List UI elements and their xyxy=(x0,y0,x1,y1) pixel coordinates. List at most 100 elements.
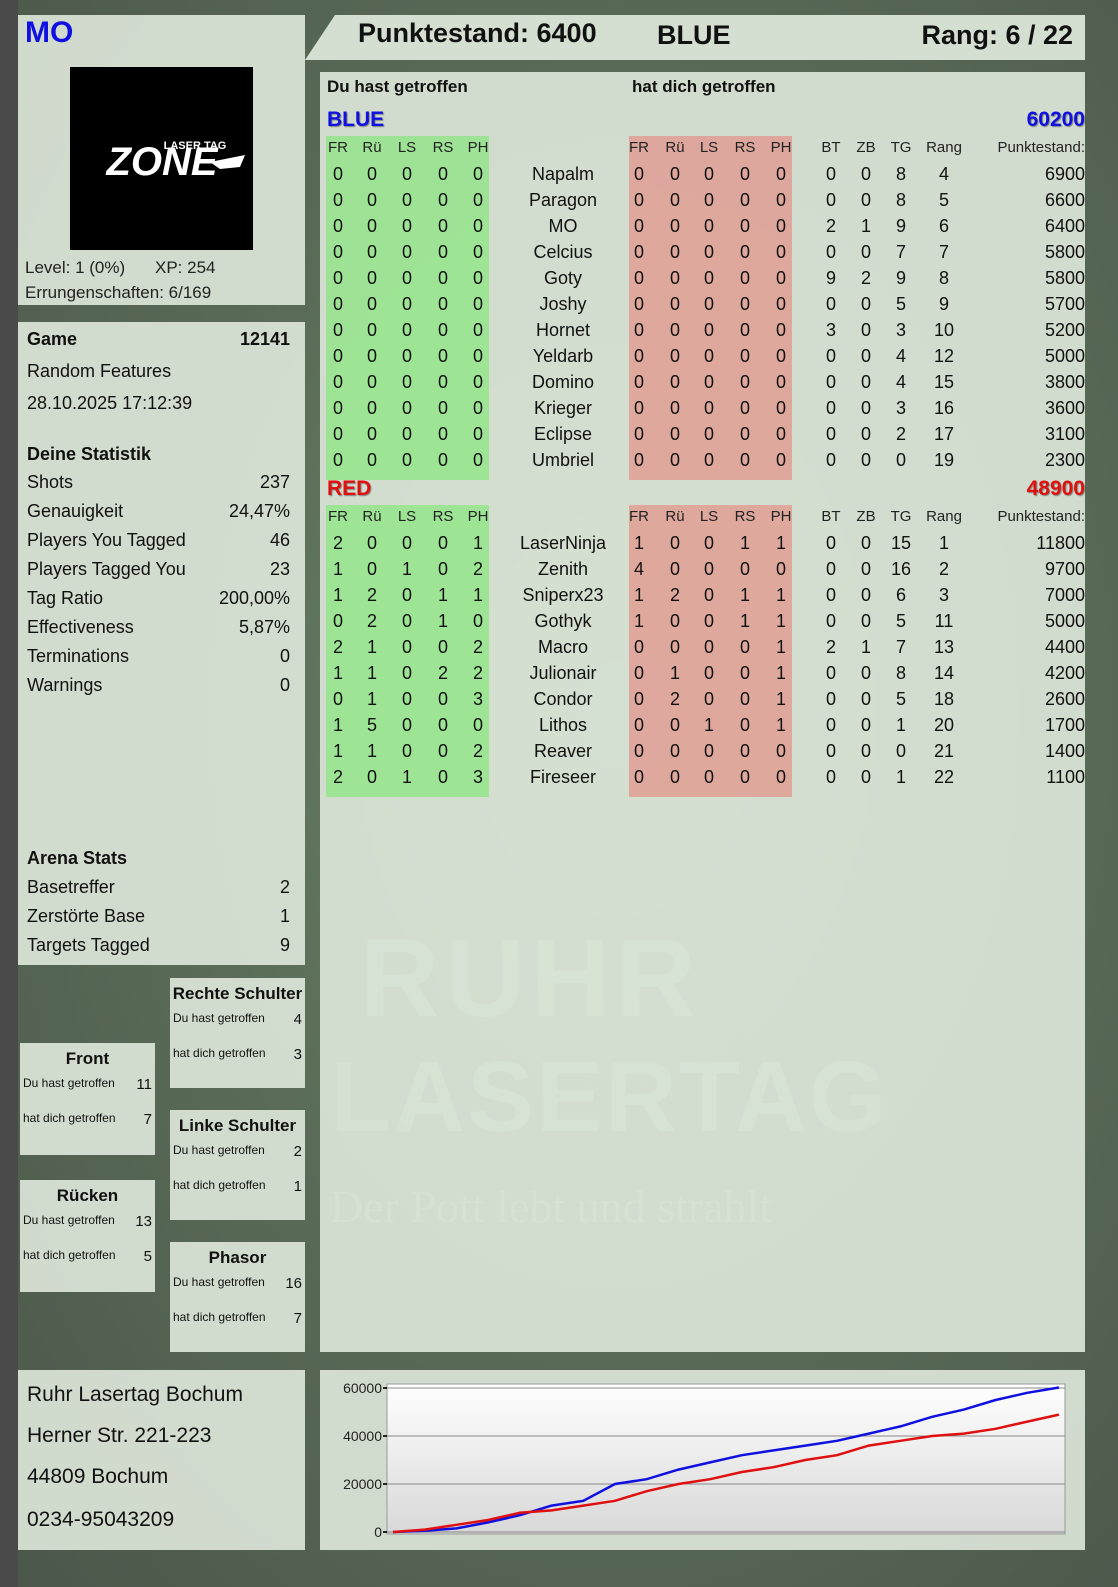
you-hit-cell: 0 xyxy=(366,346,378,366)
you-hit-cell: 0 xyxy=(332,346,344,366)
hit-you-cell: 1 xyxy=(739,533,751,553)
bt-cell: 0 xyxy=(825,242,837,262)
hit-you-cell: 0 xyxy=(775,346,787,366)
hit-you-cell: 0 xyxy=(739,190,751,210)
hit-you-cell: 0 xyxy=(703,767,715,787)
arena-value: 1 xyxy=(279,906,290,926)
header-rank: Rang: 6 / 22 xyxy=(921,20,1073,50)
hitzone-label: Du hast getroffen xyxy=(173,1275,265,1289)
hit-you-cell: 0 xyxy=(703,424,715,444)
zb-cell: 0 xyxy=(860,741,872,761)
stat-value: 24,47% xyxy=(228,501,290,521)
you-hit-cell: 0 xyxy=(401,585,413,605)
tg-cell: 7 xyxy=(895,242,907,262)
hit-you-cell: 0 xyxy=(633,663,645,683)
tg-cell: 5 xyxy=(895,294,907,314)
bt-cell: 0 xyxy=(825,585,837,605)
hit-you-cell: 0 xyxy=(633,294,645,314)
hit-you-cell: 0 xyxy=(633,216,645,236)
rank-cell: 1 xyxy=(938,533,950,553)
you-hit-cell: 0 xyxy=(472,164,484,184)
you-hit-cell: 0 xyxy=(332,689,344,709)
bt-cell: 0 xyxy=(825,533,837,553)
blue-team-score-line xyxy=(392,1386,1060,1534)
you-hit-cell: 0 xyxy=(332,450,344,470)
bt-cell: 0 xyxy=(825,346,837,366)
you-hit-cell: 0 xyxy=(437,424,449,444)
hit-you-cell: 0 xyxy=(633,372,645,392)
rank-cell: 7 xyxy=(938,242,950,262)
hit-you-cell: 0 xyxy=(703,346,715,366)
tg-cell: 0 xyxy=(895,741,907,761)
hit-you-cell: 0 xyxy=(703,689,715,709)
hitzone-label: Du hast getroffen xyxy=(23,1076,115,1090)
player-row: 0 0 0 0 0 Napalm 0 0 0 0 0 0 0 8 4 6900 xyxy=(0,164,1118,190)
you-hit-cell: 3 xyxy=(472,767,484,787)
tg-cell: 16 xyxy=(890,559,912,579)
you-hit-cell: 0 xyxy=(366,190,378,210)
stat-row: Players You Tagged 46 xyxy=(27,530,290,551)
you-hit-cell: 0 xyxy=(332,268,344,288)
hitzone-label: Du hast getroffen xyxy=(23,1213,115,1227)
player-name: Lithos xyxy=(538,715,588,735)
tg-cell: 8 xyxy=(895,164,907,184)
player-achievements: Errungenschaften: 6/169 xyxy=(25,283,212,302)
you-hit-cell: 0 xyxy=(472,216,484,236)
score-cell: 3600 xyxy=(1044,398,1085,418)
score-progress-chart: 0 20000 40000 60000 xyxy=(343,1380,1066,1540)
bt-cell: 0 xyxy=(825,190,837,210)
you-hit-cell: 0 xyxy=(366,398,378,418)
team-name: RED xyxy=(327,477,372,500)
hit-you-cell: 0 xyxy=(775,559,787,579)
team-name: BLUE xyxy=(327,108,385,131)
you-hit-cell: 0 xyxy=(401,689,413,709)
hit-you-cell: 1 xyxy=(775,663,787,683)
you-hit-cell: 1 xyxy=(366,741,378,761)
score-cell: 6400 xyxy=(1044,216,1085,236)
tg-cell: 5 xyxy=(895,611,907,631)
column-header: TG xyxy=(890,508,912,525)
hit-you-cell: 0 xyxy=(633,268,645,288)
zb-cell: 2 xyxy=(860,268,872,288)
svg-text:ZONE: ZONE xyxy=(105,140,218,184)
tg-cell: 8 xyxy=(895,663,907,683)
you-hit-cell: 0 xyxy=(401,320,413,340)
you-hit-cell: 0 xyxy=(401,637,413,657)
zb-cell: 0 xyxy=(860,715,872,735)
hit-you-cell: 0 xyxy=(703,450,715,470)
you-hit-cell: 0 xyxy=(401,663,413,683)
bt-cell: 0 xyxy=(825,424,837,444)
rank-cell: 14 xyxy=(933,663,955,683)
score-cell: 4200 xyxy=(1044,663,1085,683)
hit-you-cell: 0 xyxy=(739,450,751,470)
column-header: Rü xyxy=(665,139,685,156)
hitzone-you-hit: Du hast getroffen 11 xyxy=(23,1076,152,1093)
hit-you-cell: 0 xyxy=(739,559,751,579)
column-header: RS xyxy=(734,508,756,525)
hit-you-cell: 0 xyxy=(633,637,645,657)
arena-row: Zerstörte Base 1 xyxy=(27,906,290,927)
column-header: PH xyxy=(467,508,489,525)
bt-cell: 0 xyxy=(825,294,837,314)
you-hit-cell: 0 xyxy=(437,164,449,184)
zb-cell: 0 xyxy=(860,663,872,683)
hitzone-title: Phasor xyxy=(208,1248,267,1267)
you-hit-cell: 1 xyxy=(401,767,413,787)
rank-cell: 18 xyxy=(933,689,955,709)
hit-you-cell: 0 xyxy=(633,346,645,366)
hit-you-cell: 1 xyxy=(775,637,787,657)
hitzone-hit-you: hat dich getroffen 7 xyxy=(23,1111,152,1128)
you-hit-cell: 1 xyxy=(472,585,484,605)
player-name: Joshy xyxy=(539,294,587,314)
hit-you-cell: 0 xyxy=(739,663,751,683)
hitzone-hit-you: hat dich getroffen 3 xyxy=(173,1046,302,1063)
column-header: RS xyxy=(734,139,756,156)
you-hit-cell: 0 xyxy=(401,268,413,288)
hit-you-cell: 0 xyxy=(633,741,645,761)
you-hit-cell: 0 xyxy=(332,190,344,210)
hit-you-cell: 0 xyxy=(703,559,715,579)
you-hit-cell: 0 xyxy=(401,294,413,314)
column-header: BT xyxy=(821,139,841,156)
bt-cell: 0 xyxy=(825,164,837,184)
you-hit-cell: 0 xyxy=(437,689,449,709)
